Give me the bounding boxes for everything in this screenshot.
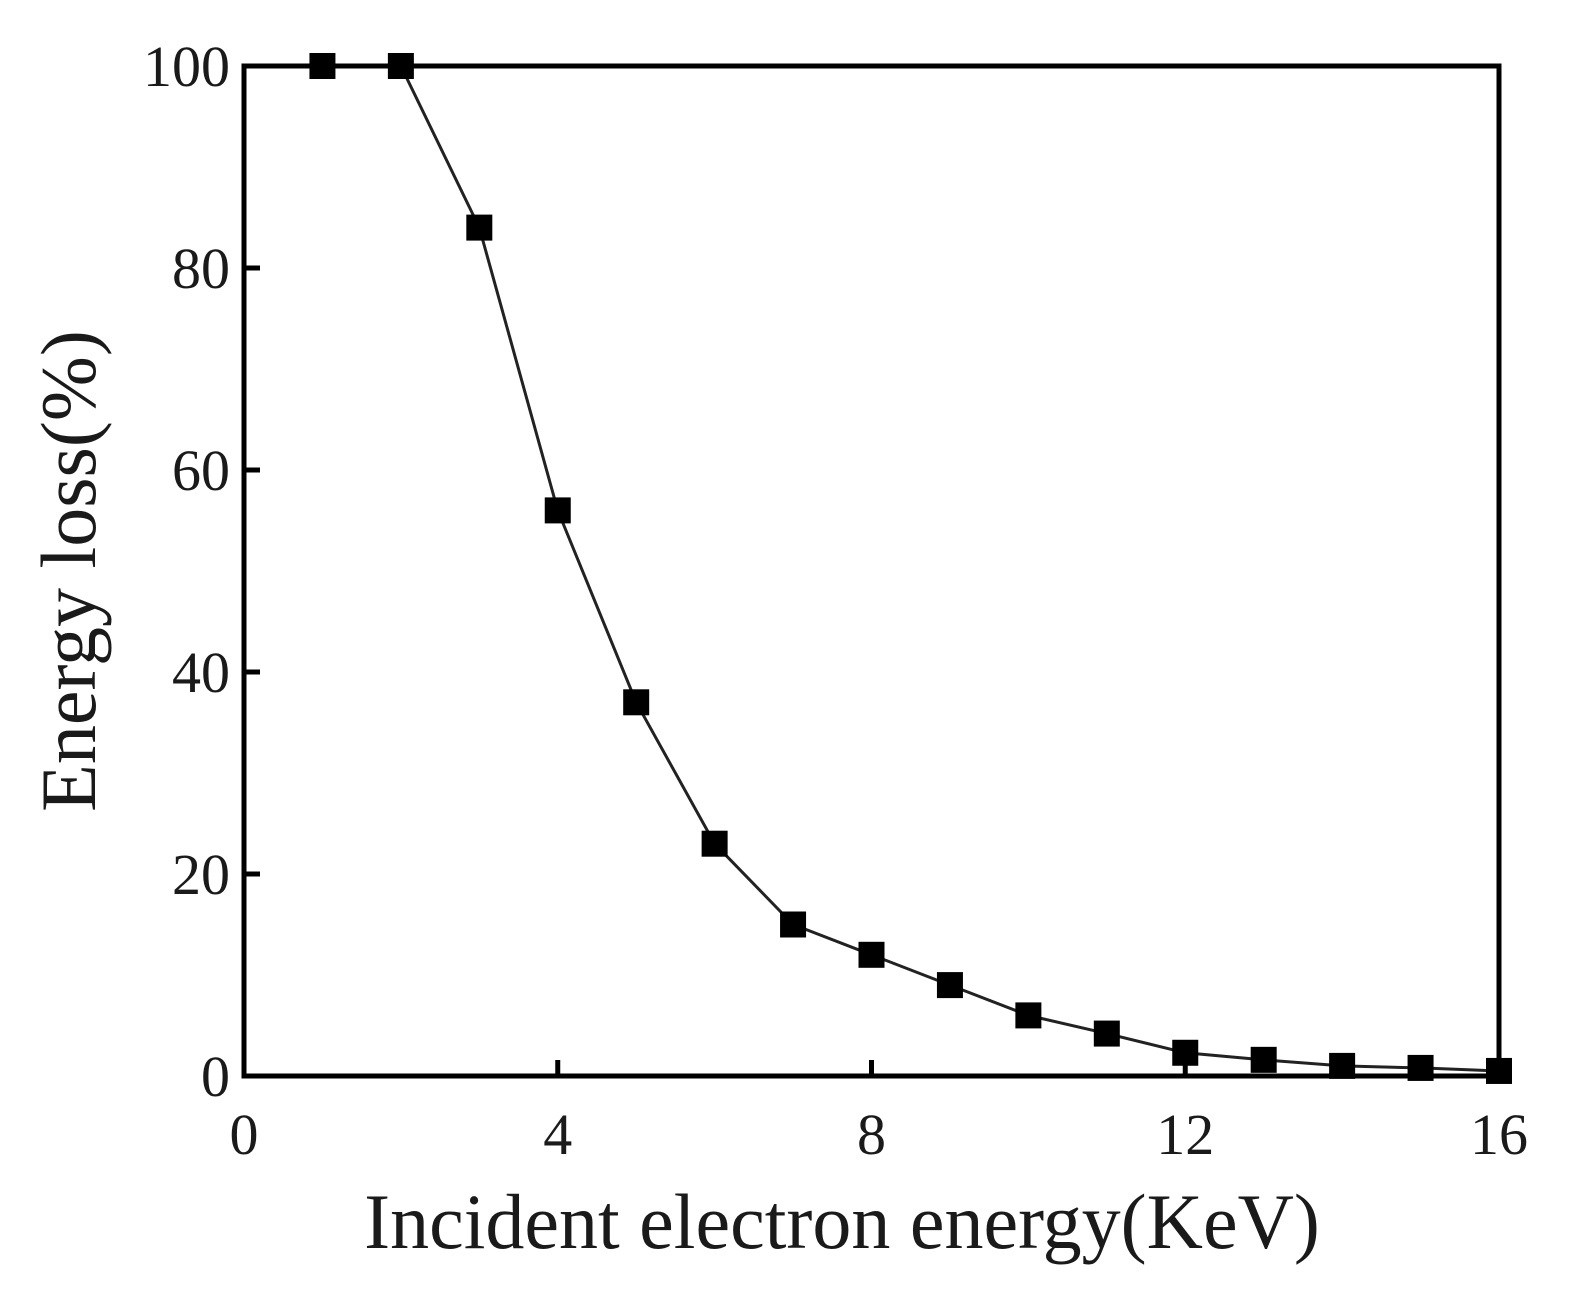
plot-frame bbox=[241, 63, 1502, 1079]
data-point bbox=[858, 941, 885, 968]
data-point bbox=[466, 214, 493, 241]
series-line bbox=[322, 64, 1500, 1073]
x-tick-label: 12 bbox=[1156, 1102, 1214, 1167]
y-tick-label: 40 bbox=[172, 640, 230, 705]
y-axis-ticks: 0 20 40 60 80 100 bbox=[143, 34, 260, 1109]
data-point bbox=[701, 830, 728, 857]
x-tick-label: 8 bbox=[857, 1102, 886, 1167]
data-point bbox=[1172, 1039, 1199, 1066]
x-tick-label: 0 bbox=[230, 1102, 259, 1167]
y-tick-label: 20 bbox=[172, 842, 230, 907]
x-axis-title: Incident electron energy(KeV) bbox=[364, 1178, 1320, 1265]
x-tick-label: 4 bbox=[543, 1102, 572, 1167]
data-point bbox=[544, 497, 571, 524]
y-tick-label: 0 bbox=[201, 1044, 230, 1109]
y-axis-title: Energy loss(%) bbox=[25, 330, 112, 812]
y-tick-label: 60 bbox=[172, 438, 230, 503]
data-point bbox=[623, 689, 650, 716]
data-point bbox=[780, 911, 807, 938]
data-point bbox=[1250, 1046, 1277, 1073]
series-layer bbox=[309, 53, 1512, 1084]
y-tick-label: 100 bbox=[143, 34, 230, 99]
data-point bbox=[1093, 1020, 1120, 1047]
x-tick-label: 16 bbox=[1470, 1102, 1528, 1167]
y-tick-label: 80 bbox=[172, 236, 230, 301]
data-point bbox=[936, 972, 963, 999]
data-point bbox=[1015, 1002, 1042, 1029]
